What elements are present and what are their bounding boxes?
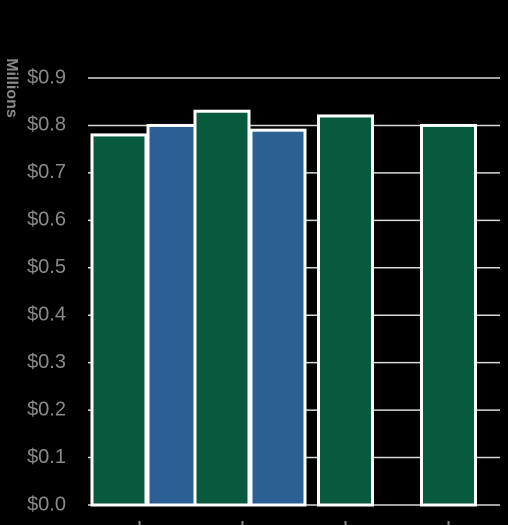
y-tick-label: $0.7 [27, 161, 66, 183]
y-tick-label: $0.1 [27, 446, 66, 468]
y-tick-label: $0.8 [27, 114, 66, 136]
bar [193, 109, 251, 507]
bars [90, 109, 477, 507]
bar [249, 128, 307, 507]
y-tick-label: $0.5 [27, 256, 66, 278]
y-tick-label: $0.0 [27, 493, 66, 515]
y-tick-label: $0.4 [27, 304, 66, 326]
y-tick-labels: $0.0 $0.1 $0.2 $0.3 $0.4 $0.5 $0.6 $0.7 $0.8 $0.9 [27, 66, 66, 515]
y-tick-label: $0.3 [27, 351, 66, 373]
y-tick-label: $0.9 [27, 66, 66, 88]
bar [420, 123, 477, 507]
x-tick-marks [138, 521, 450, 525]
y-axis-label: Millions [3, 58, 20, 118]
bar [317, 114, 374, 507]
bar [90, 133, 148, 507]
y-tick-label: $0.2 [27, 398, 66, 420]
y-tick-label: $0.6 [27, 209, 66, 231]
